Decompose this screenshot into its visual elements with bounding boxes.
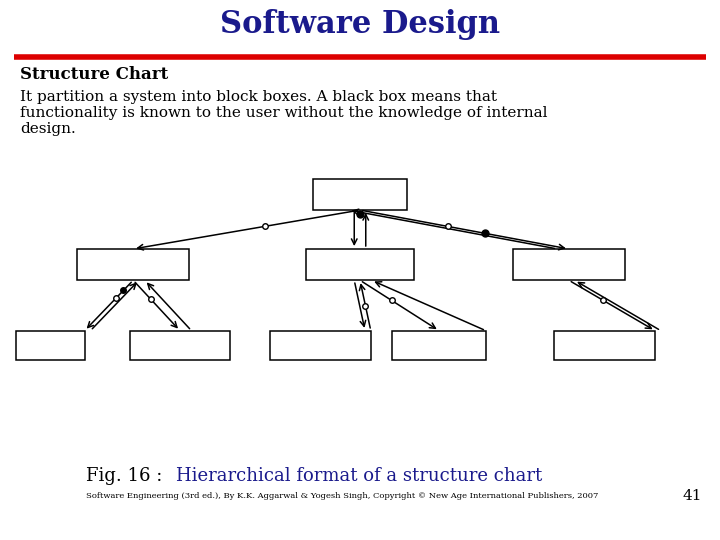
Bar xyxy=(554,330,655,361)
Bar xyxy=(513,249,625,280)
Text: Fig. 16 :: Fig. 16 : xyxy=(86,467,168,485)
Text: Structure Chart: Structure Chart xyxy=(20,66,168,83)
Text: Software Engineering (3rd ed.), By K.K. Aggarwal & Yogesh Singh, Copyright © New: Software Engineering (3rd ed.), By K.K. … xyxy=(86,492,599,500)
Text: 41: 41 xyxy=(683,489,702,503)
Bar xyxy=(17,330,85,361)
Bar xyxy=(392,330,486,361)
Text: design.: design. xyxy=(20,122,76,136)
Text: Software Design: Software Design xyxy=(220,9,500,40)
Bar xyxy=(313,179,407,210)
Bar xyxy=(306,249,414,280)
Bar xyxy=(78,249,189,280)
Bar xyxy=(130,330,230,361)
Bar xyxy=(270,330,371,361)
Text: Hierarchical format of a structure chart: Hierarchical format of a structure chart xyxy=(176,467,543,485)
Text: It partition a system into block boxes. A black box means that: It partition a system into block boxes. … xyxy=(20,90,498,104)
Text: functionality is known to the user without the knowledge of internal: functionality is known to the user witho… xyxy=(20,106,548,120)
